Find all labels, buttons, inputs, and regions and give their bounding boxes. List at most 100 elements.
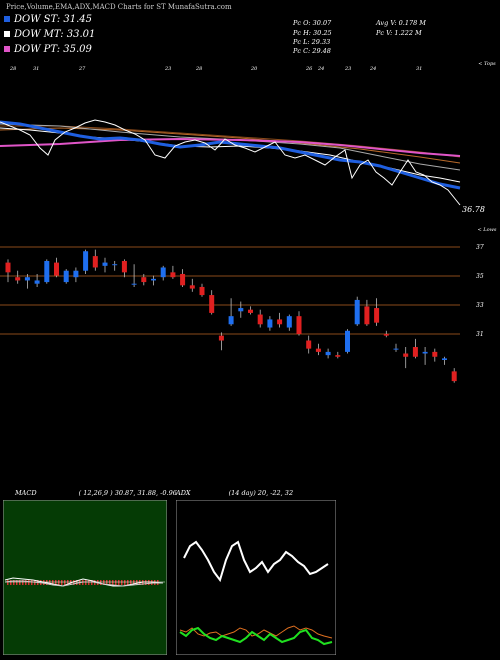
legend-dow-pt-label: DOW PT: 35.09: [14, 43, 92, 55]
candle-body: [422, 351, 428, 354]
top-date-label: 28: [195, 66, 202, 72]
top-date-label: 23: [164, 66, 171, 72]
candle-body: [451, 371, 457, 382]
price-label-31: 31: [476, 331, 484, 338]
price-label-33: 33: [476, 302, 484, 309]
candle-body: [267, 319, 273, 328]
candle-body: [34, 280, 40, 284]
candle-body: [432, 351, 438, 357]
candle-body: [374, 308, 380, 323]
top-date-label: 27: [78, 66, 86, 72]
candle-body: [112, 264, 118, 266]
top-date-label: 31: [416, 66, 422, 72]
top-date-label: 26: [305, 66, 313, 72]
adx-label: ADX (14 day) 20, -22, 32: [176, 489, 293, 497]
plus-di-line: [179, 626, 333, 646]
top-date-label: 24: [317, 66, 324, 72]
candle-body: [393, 348, 399, 350]
chart-title: Price,Volume,EMA,ADX,MACD Charts for ST …: [6, 3, 232, 11]
adx-values: (14 day) 20, -22, 32: [228, 489, 294, 497]
candle-body: [24, 277, 30, 281]
candle-body: [199, 286, 205, 296]
top-date-label: 20: [250, 66, 258, 72]
candle-body: [315, 348, 321, 352]
macd-panel: [3, 500, 167, 655]
candle-body: [44, 260, 50, 283]
candle-body: [131, 283, 137, 285]
candle-body: [15, 277, 21, 281]
candle-body: [306, 340, 312, 349]
stat-pc-close: Pc C: 29.48: [293, 47, 331, 55]
candle-body: [286, 316, 292, 328]
candle-body: [92, 256, 98, 268]
candle-body: [383, 334, 389, 336]
price-label-37: 37: [476, 244, 484, 251]
adx-line: [183, 540, 329, 583]
legend-swatch-blue: [4, 16, 10, 22]
candle-body: [218, 335, 224, 341]
last-price-label: 36.78: [462, 205, 485, 214]
candle-body: [228, 316, 234, 325]
candle-body: [354, 299, 360, 325]
candle-body: [277, 319, 283, 325]
candle-body: [54, 262, 59, 276]
lows-label: < Lows: [478, 227, 497, 233]
candle-body: [5, 262, 11, 273]
stat-pc-low: Pc L: 29.33: [293, 38, 331, 46]
stat-pc-high: Pc H: 30.25: [293, 29, 332, 37]
candle-body: [412, 347, 418, 357]
candle-body: [170, 272, 176, 278]
adx-background: [176, 500, 336, 655]
stat-pc-volume: Pc V: 1.222 M: [376, 29, 422, 37]
ema-line-blue-st: [0, 120, 461, 190]
stat-avg-volume: Avg V: 0.178 M: [376, 19, 426, 27]
macd-background: [3, 500, 167, 655]
candle-body: [63, 270, 69, 283]
candle-body: [209, 295, 215, 313]
legend-dow-st-label: DOW ST: 31.45: [14, 13, 93, 25]
top-date-label: 28: [9, 66, 16, 72]
macd-signal-line: [4, 580, 163, 587]
ema-line-pink-pt: [0, 137, 461, 157]
candle-body: [102, 262, 108, 266]
price-label-35: 35: [476, 273, 484, 280]
top-date-label: 31: [33, 66, 39, 72]
tops-label: < Tops: [478, 61, 496, 67]
candle-body: [364, 306, 370, 325]
top-date-label: 24: [369, 66, 376, 72]
candle-body: [403, 353, 409, 357]
price-line-white: [0, 119, 461, 206]
adx-panel: [176, 500, 336, 655]
legend-dow-pt: DOW PT: 35.09: [4, 43, 92, 55]
macd-title: MACD: [15, 489, 37, 497]
candle-body: [121, 260, 127, 273]
top-date-labels: 28 31 27 23 28 20 26 24 23 24 31: [9, 66, 422, 72]
candle-body: [180, 273, 186, 286]
candle-body: [238, 308, 244, 312]
legend-dow-st: DOW ST: 31.45: [4, 13, 92, 25]
candle-body: [335, 355, 341, 357]
legend-swatch-pink: [4, 46, 10, 52]
candle-body: [73, 270, 79, 278]
candle-body: [325, 351, 331, 356]
candle-body: [345, 330, 350, 352]
candles-group: [5, 249, 457, 383]
legend-dow-mt: DOW MT: 33.01: [4, 28, 95, 40]
candle-body: [257, 314, 263, 325]
candle-body: [83, 251, 89, 271]
candle-body: [248, 309, 253, 313]
legend-swatch-white: [4, 31, 10, 37]
candle-body: [442, 358, 447, 360]
macd-label: MACD ( 12,26,9 ) 30.87, 31.88, -0.96: [15, 489, 177, 497]
macd-line: [4, 577, 164, 587]
candle-body: [296, 316, 302, 335]
candle-body: [189, 285, 195, 289]
candle-panel: 39 37 35 33 31 < Lows: [0, 227, 497, 383]
stat-pc-open: Pc O: 30.07: [293, 19, 332, 27]
top-date-label: 23: [344, 66, 351, 72]
legend-dow-mt-label: DOW MT: 33.01: [14, 28, 96, 40]
macd-values: ( 12,26,9 ) 30.87, 31.88, -0.96: [78, 489, 177, 497]
candle-body: [160, 267, 166, 278]
candle-body: [141, 277, 147, 283]
